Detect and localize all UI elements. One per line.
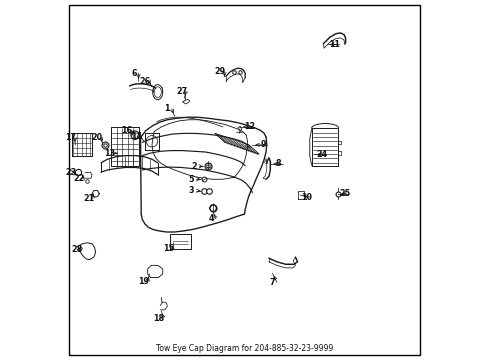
Text: 29: 29: [214, 67, 225, 76]
Text: 13: 13: [104, 149, 115, 158]
Text: 28: 28: [71, 246, 82, 255]
Text: 3: 3: [188, 186, 194, 195]
Text: 9: 9: [260, 140, 265, 149]
Text: 11: 11: [329, 40, 340, 49]
Text: 27: 27: [176, 86, 187, 95]
Text: 25: 25: [339, 189, 350, 198]
Text: Tow Eye Cap Diagram for 204-885-32-23-9999: Tow Eye Cap Diagram for 204-885-32-23-99…: [156, 344, 332, 353]
Text: 19: 19: [138, 276, 148, 285]
Text: 21: 21: [83, 194, 94, 203]
Text: 8: 8: [275, 159, 281, 168]
Text: 23: 23: [65, 168, 76, 177]
Text: 1: 1: [164, 104, 170, 113]
Text: 22: 22: [73, 174, 84, 183]
Text: 18: 18: [153, 314, 164, 323]
Text: 17: 17: [65, 133, 76, 142]
Text: 5: 5: [188, 175, 194, 184]
Text: 15: 15: [163, 244, 174, 253]
Text: 12: 12: [244, 122, 255, 131]
Text: 16: 16: [121, 126, 132, 135]
Text: 20: 20: [91, 133, 102, 142]
Text: 4: 4: [208, 214, 214, 223]
Bar: [169, 234, 190, 249]
Text: 6: 6: [131, 69, 137, 78]
Text: 10: 10: [300, 193, 311, 202]
Text: 14: 14: [130, 132, 142, 141]
Text: 2: 2: [191, 162, 197, 171]
Text: 7: 7: [269, 278, 275, 287]
Text: 26: 26: [139, 77, 150, 86]
Text: 24: 24: [316, 150, 327, 159]
